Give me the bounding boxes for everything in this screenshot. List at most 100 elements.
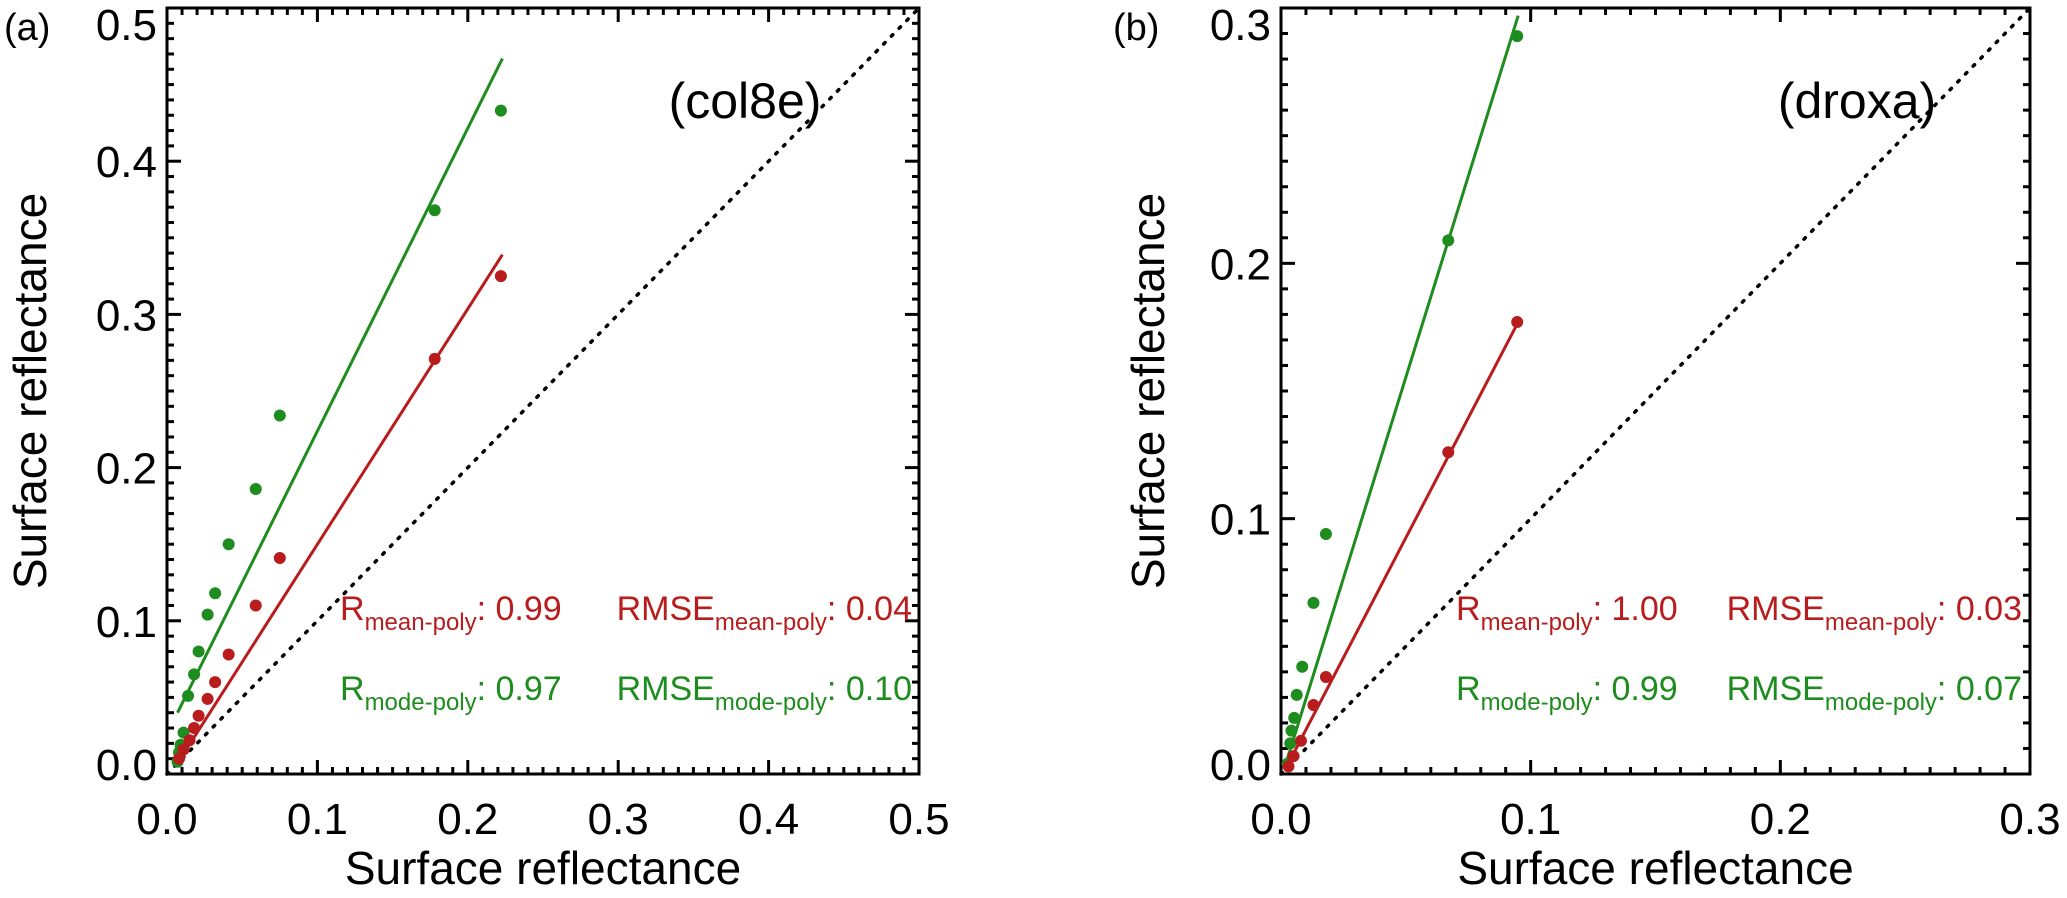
mode-poly-data-point bbox=[1284, 737, 1297, 750]
mode-poly-data-point bbox=[209, 587, 222, 600]
x-axis-title: Surface reflectance bbox=[345, 842, 741, 894]
mean-poly-data-point bbox=[201, 692, 214, 705]
rmse-symbol: RMSE bbox=[1727, 590, 1825, 628]
mean-poly-data-point bbox=[494, 270, 507, 283]
mode-poly-data-point bbox=[188, 668, 201, 681]
x-tick-label: 0.3 bbox=[588, 795, 649, 844]
y-tick-label: 0.0 bbox=[96, 741, 157, 790]
mean-poly-data-point bbox=[1287, 750, 1300, 763]
mode-poly-data-point bbox=[494, 104, 507, 117]
y-axis-title: Surface reflectance bbox=[1122, 193, 1174, 589]
mean-poly-fit-line bbox=[1283, 321, 1520, 771]
r-annotation: Rmode-poly: 0.97 bbox=[340, 670, 562, 716]
rmse-subscript: mean-poly bbox=[1825, 609, 1937, 636]
mean-poly-data-point bbox=[183, 734, 196, 747]
x-tick-label: 0.4 bbox=[738, 795, 799, 844]
mean-poly-data-point bbox=[188, 722, 201, 735]
rmse-subscript: mode-poly bbox=[715, 689, 827, 716]
mean-poly-data-point bbox=[173, 752, 186, 765]
r-value: : 0.97 bbox=[477, 670, 562, 708]
mean-poly-data-point bbox=[222, 648, 235, 661]
r-annotation: Rmean-poly: 0.99 bbox=[340, 590, 562, 636]
panel-label: (b) bbox=[1113, 7, 1159, 49]
x-tick-label: 0.3 bbox=[1999, 795, 2060, 844]
r-value: : 0.99 bbox=[1593, 670, 1678, 708]
mean-poly-data-point bbox=[209, 676, 222, 689]
mean-poly-data-point bbox=[1511, 316, 1524, 329]
mode-poly-data-point bbox=[1296, 660, 1309, 673]
rmse-value: : 0.07 bbox=[1937, 670, 2022, 708]
mode-poly-data-point bbox=[1285, 724, 1298, 737]
x-tick-label: 0.1 bbox=[287, 795, 348, 844]
r-subscript: mode-poly bbox=[365, 689, 477, 716]
panel-b: 0.0 0.1 0.2 0.3 0.0 0.1 0.2 0.3 Surface reflecta… bbox=[1113, 1, 2061, 894]
mode-poly-data-point bbox=[182, 689, 195, 702]
r-annotation: Rmode-poly: 0.99 bbox=[1456, 670, 1678, 716]
y-tick-label: 0.2 bbox=[96, 445, 157, 494]
y-tick-label: 0.5 bbox=[96, 1, 157, 50]
y-tick-label: 0.1 bbox=[96, 598, 157, 647]
mode-poly-data-point bbox=[428, 204, 441, 217]
mean-poly-data-point bbox=[1319, 670, 1332, 683]
rmse-subscript: mode-poly bbox=[1825, 689, 1937, 716]
r-subscript: mean-poly bbox=[365, 609, 477, 636]
rmse-subscript: mean-poly bbox=[715, 609, 827, 636]
r-symbol: R bbox=[340, 670, 365, 708]
mean-poly-fit-line bbox=[176, 253, 504, 765]
x-tick-label: 0.0 bbox=[136, 795, 197, 844]
mode-poly-data-point bbox=[249, 483, 262, 496]
rmse-annotation: RMSEmode-poly: 0.10 bbox=[617, 670, 912, 716]
r-symbol: R bbox=[1456, 590, 1481, 628]
rmse-value: : 0.03 bbox=[1937, 590, 2022, 628]
mode-poly-data-point bbox=[1288, 711, 1301, 724]
mean-poly-data-point bbox=[249, 599, 262, 612]
rmse-annotation: RMSEmode-poly: 0.07 bbox=[1727, 670, 2022, 716]
r-symbol: R bbox=[1456, 670, 1481, 708]
mode-poly-data-point bbox=[192, 645, 205, 658]
r-value: : 1.00 bbox=[1593, 590, 1678, 628]
y-tick-label: 0.3 bbox=[1210, 1, 1271, 50]
y-axis-title: Surface reflectance bbox=[4, 193, 56, 589]
mode-poly-data-point bbox=[1319, 527, 1332, 540]
r-subscript: mode-poly bbox=[1481, 689, 1593, 716]
mean-poly-data-point bbox=[428, 352, 441, 365]
mean-poly-data-point bbox=[1442, 446, 1455, 459]
y-tick-label: 0.0 bbox=[1210, 741, 1271, 790]
rmse-symbol: RMSE bbox=[617, 590, 715, 628]
mode-poly-fit-line bbox=[1283, 15, 1520, 767]
mode-poly-data-point bbox=[1442, 234, 1455, 247]
mode-poly-fit-line bbox=[176, 57, 504, 714]
r-value: : 0.99 bbox=[477, 590, 562, 628]
panel-a: 0.0 0.1 0.2 0.3 0.4 0.5 0.0 0.1 0.2 0.3 0.4 0.5 Surf… bbox=[4, 1, 950, 894]
x-tick-label: 0.5 bbox=[888, 795, 949, 844]
rmse-value: : 0.10 bbox=[827, 670, 912, 708]
mode-poly-data-point bbox=[201, 608, 214, 621]
mean-poly-data-point bbox=[1307, 699, 1320, 712]
y-tick-label: 0.4 bbox=[96, 138, 157, 187]
mode-poly-data-point bbox=[1307, 596, 1320, 609]
y-tick-label: 0.1 bbox=[1210, 496, 1271, 545]
mode-poly-data-point bbox=[1511, 30, 1524, 43]
y-tick-label: 0.3 bbox=[96, 291, 157, 340]
mean-poly-data-point bbox=[1294, 734, 1307, 747]
x-tick-label: 0.0 bbox=[1250, 795, 1311, 844]
mean-poly-data-point bbox=[273, 551, 286, 564]
r-subscript: mean-poly bbox=[1481, 609, 1593, 636]
r-symbol: R bbox=[340, 590, 365, 628]
mean-poly-data-point bbox=[177, 743, 190, 756]
x-axis-title: Surface reflectance bbox=[1457, 842, 1853, 894]
panel-label: (a) bbox=[4, 7, 50, 49]
one-to-one-line bbox=[1279, 6, 2032, 776]
panel-title: (droxa) bbox=[1778, 73, 1936, 129]
panel-title: (col8e) bbox=[669, 73, 822, 129]
rmse-symbol: RMSE bbox=[1727, 670, 1825, 708]
x-tick-label: 0.1 bbox=[1500, 795, 1561, 844]
mode-poly-data-point bbox=[1290, 688, 1303, 701]
rmse-value: : 0.04 bbox=[827, 590, 912, 628]
rmse-annotation: RMSEmean-poly: 0.04 bbox=[617, 590, 912, 636]
mode-poly-data-point bbox=[222, 538, 235, 551]
r-annotation: Rmean-poly: 1.00 bbox=[1456, 590, 1678, 636]
rmse-symbol: RMSE bbox=[617, 670, 715, 708]
rmse-annotation: RMSEmean-poly: 0.03 bbox=[1727, 590, 2022, 636]
